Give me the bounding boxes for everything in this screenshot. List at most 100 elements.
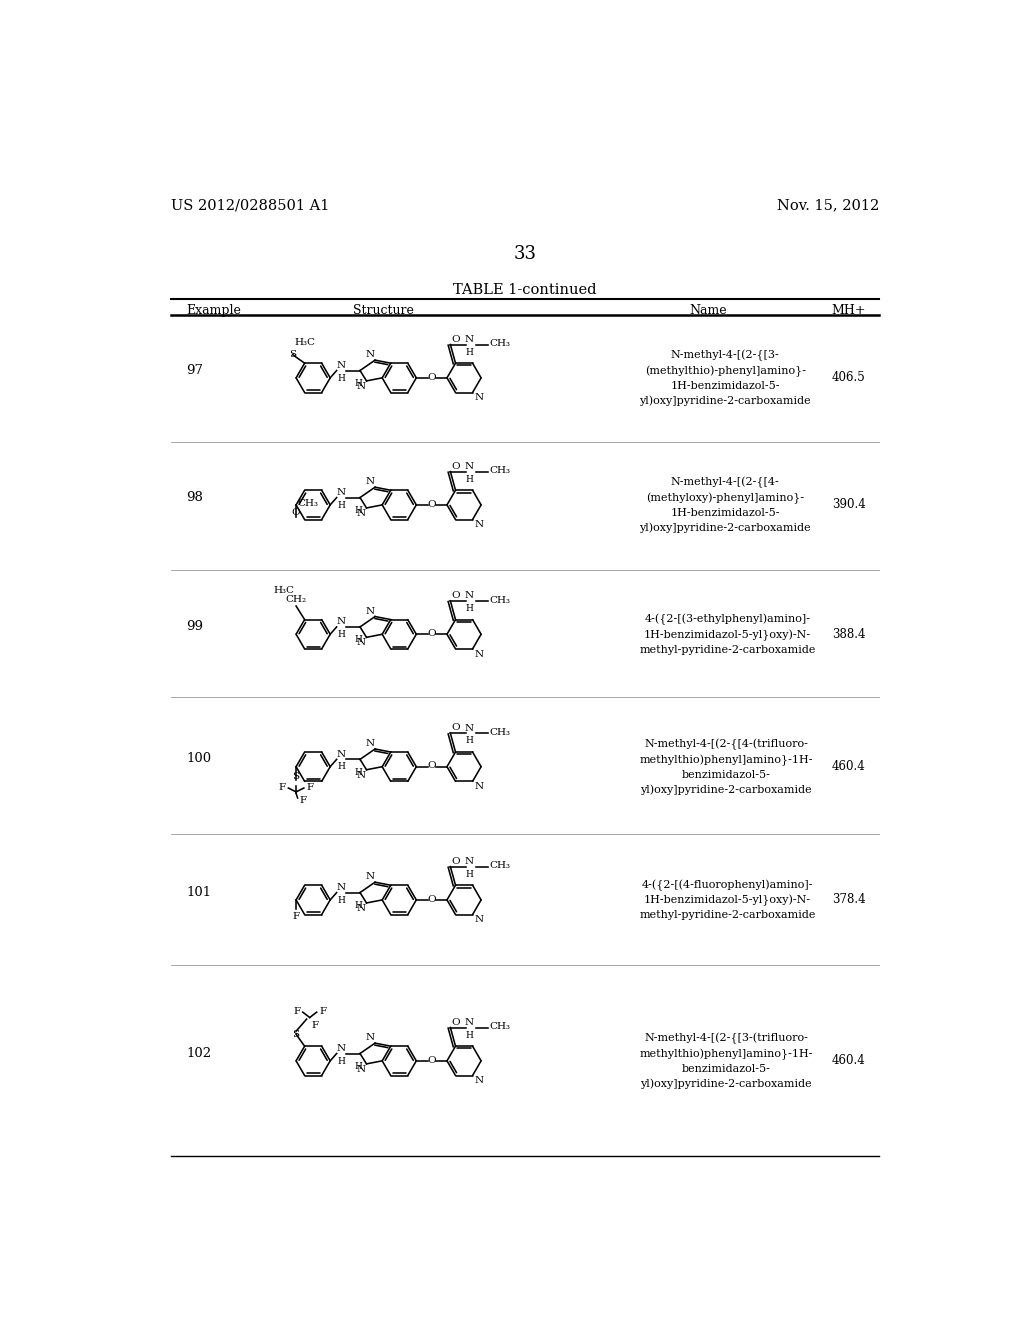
Text: 97: 97 <box>186 363 203 376</box>
Text: H: H <box>337 1056 345 1065</box>
Text: 4-({2-[(4-fluorophenyl)amino]-
1H-benzimidazol-5-yl}oxy)-N-
methyl-pyridine-2-ca: 4-({2-[(4-fluorophenyl)amino]- 1H-benzim… <box>640 879 816 920</box>
Text: N-methyl-4-[(2-{[4-(trifluoro-
methylthio)phenyl]amino}-1H-
benzimidazol-5-
yl)o: N-methyl-4-[(2-{[4-(trifluoro- methylthi… <box>640 739 813 795</box>
Text: F: F <box>307 783 314 792</box>
Text: H₃C: H₃C <box>273 586 295 595</box>
Text: N: N <box>366 478 374 486</box>
Text: CH₃: CH₃ <box>489 862 510 870</box>
Text: H: H <box>337 500 345 510</box>
Text: O: O <box>427 895 436 904</box>
Text: Nov. 15, 2012: Nov. 15, 2012 <box>777 198 879 213</box>
Text: MH+: MH+ <box>831 304 866 317</box>
Text: CH₃: CH₃ <box>298 499 318 508</box>
Text: CH₃: CH₃ <box>489 466 510 475</box>
Text: N: N <box>356 771 366 780</box>
Text: 33: 33 <box>513 244 537 263</box>
Text: O: O <box>427 630 436 638</box>
Text: O: O <box>427 372 436 381</box>
Text: H: H <box>354 900 361 909</box>
Text: F: F <box>293 912 300 921</box>
Text: N: N <box>465 1018 474 1027</box>
Text: N: N <box>356 508 366 517</box>
Text: O: O <box>427 762 436 771</box>
Text: 100: 100 <box>186 752 211 766</box>
Text: N: N <box>465 462 474 471</box>
Text: 102: 102 <box>186 1047 211 1060</box>
Text: US 2012/0288501 A1: US 2012/0288501 A1 <box>171 198 329 213</box>
Text: N: N <box>356 381 366 391</box>
Text: N: N <box>366 739 374 748</box>
Text: 406.5: 406.5 <box>833 371 866 384</box>
Text: N: N <box>465 723 474 733</box>
Text: O: O <box>427 1056 436 1064</box>
Text: N: N <box>366 1034 374 1043</box>
Text: O: O <box>292 508 300 517</box>
Text: N: N <box>465 335 474 343</box>
Text: CH₃: CH₃ <box>489 595 510 605</box>
Text: O: O <box>452 591 460 601</box>
Text: 4-({2-[(3-ethylphenyl)amino]-
1H-benzimidazol-5-yl}oxy)-N-
methyl-pyridine-2-car: 4-({2-[(3-ethylphenyl)amino]- 1H-benzimi… <box>640 614 816 655</box>
Text: N: N <box>366 350 374 359</box>
Text: TABLE 1-continued: TABLE 1-continued <box>453 284 597 297</box>
Text: 390.4: 390.4 <box>833 499 866 511</box>
Text: N: N <box>356 638 366 647</box>
Text: N: N <box>474 783 483 791</box>
Text: N: N <box>337 1044 346 1053</box>
Text: F: F <box>293 1007 300 1016</box>
Text: O: O <box>452 1018 460 1027</box>
Text: N: N <box>474 915 483 924</box>
Text: 98: 98 <box>186 491 203 504</box>
Text: N: N <box>474 520 483 529</box>
Text: H: H <box>354 635 361 644</box>
Text: H: H <box>337 374 345 383</box>
Text: N: N <box>474 1076 483 1085</box>
Text: N: N <box>465 857 474 866</box>
Text: S: S <box>289 350 296 359</box>
Text: N: N <box>474 649 483 659</box>
Text: N-methyl-4-[(2-{[3-(trifluoro-
methylthio)phenyl]amino}-1H-
benzimidazol-5-
yl)o: N-methyl-4-[(2-{[3-(trifluoro- methylthi… <box>640 1034 813 1089</box>
Text: H: H <box>337 630 345 639</box>
Text: N: N <box>337 750 346 759</box>
Text: 388.4: 388.4 <box>833 628 866 640</box>
Text: H₃C: H₃C <box>294 338 315 347</box>
Text: H: H <box>354 767 361 776</box>
Text: N-methyl-4-[(2-{[4-
(methyloxy)-phenyl]amino}-
1H-benzimidazol-5-
yl)oxy]pyridin: N-methyl-4-[(2-{[4- (methyloxy)-phenyl]a… <box>640 477 811 533</box>
Text: CH₃: CH₃ <box>489 729 510 737</box>
Text: N-methyl-4-[(2-{[3-
(methylthio)-phenyl]amino}-
1H-benzimidazol-5-
yl)oxy]pyridi: N-methyl-4-[(2-{[3- (methylthio)-phenyl]… <box>640 350 811 405</box>
Text: S: S <box>293 772 300 780</box>
Text: CH₂: CH₂ <box>286 595 306 605</box>
Text: N: N <box>337 488 346 496</box>
Text: N: N <box>356 904 366 912</box>
Text: Structure: Structure <box>353 304 414 317</box>
Text: F: F <box>279 783 286 792</box>
Text: N: N <box>465 591 474 601</box>
Text: Name: Name <box>689 304 726 317</box>
Text: H: H <box>354 506 361 515</box>
Text: O: O <box>427 500 436 508</box>
Text: O: O <box>452 723 460 733</box>
Text: O: O <box>452 334 460 343</box>
Text: Example: Example <box>186 304 241 317</box>
Text: N: N <box>337 360 346 370</box>
Text: N: N <box>356 1065 366 1073</box>
Text: H: H <box>466 347 473 356</box>
Text: N: N <box>474 393 483 403</box>
Text: H: H <box>466 605 473 612</box>
Text: N: N <box>366 607 374 615</box>
Text: N: N <box>337 883 346 892</box>
Text: F: F <box>311 1020 318 1030</box>
Text: H: H <box>337 763 345 771</box>
Text: H: H <box>354 379 361 388</box>
Text: H: H <box>354 1061 361 1071</box>
Text: CH₃: CH₃ <box>489 1022 510 1031</box>
Text: N: N <box>337 618 346 626</box>
Text: F: F <box>299 796 306 805</box>
Text: H: H <box>466 737 473 746</box>
Text: O: O <box>452 462 460 471</box>
Text: N: N <box>366 873 374 882</box>
Text: F: F <box>319 1007 327 1016</box>
Text: H: H <box>466 870 473 879</box>
Text: S: S <box>293 1030 300 1039</box>
Text: CH₃: CH₃ <box>489 339 510 348</box>
Text: 460.4: 460.4 <box>833 1055 866 1068</box>
Text: H: H <box>466 475 473 483</box>
